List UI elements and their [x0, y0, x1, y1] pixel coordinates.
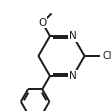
Text: O: O	[38, 18, 46, 28]
Text: Cl: Cl	[102, 51, 111, 61]
Text: N: N	[69, 31, 76, 41]
Text: N: N	[69, 71, 76, 81]
